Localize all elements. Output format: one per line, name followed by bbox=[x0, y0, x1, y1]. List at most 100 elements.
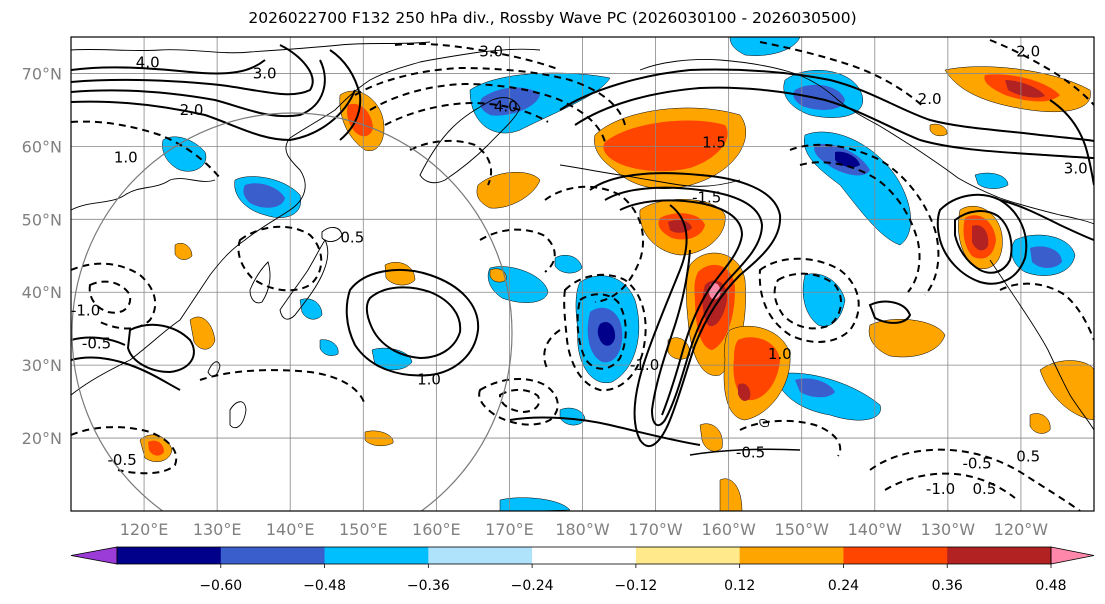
svg-text:-1.0: -1.0 bbox=[926, 480, 955, 498]
svg-text:-1.0: -1.0 bbox=[630, 356, 659, 374]
svg-text:1.0: 1.0 bbox=[417, 371, 441, 389]
coast-japan bbox=[279, 239, 329, 320]
contour-solid-jet-loop-2 bbox=[604, 186, 764, 427]
svg-text:-1.5: -1.5 bbox=[692, 188, 721, 206]
shade-red-ne-pac-deep bbox=[1005, 80, 1045, 98]
colorbar-segment bbox=[947, 547, 1052, 564]
longitude-label: 160°W bbox=[701, 520, 756, 539]
longitude-label: 120°W bbox=[994, 520, 1049, 539]
shade-blue-small-3 bbox=[554, 255, 583, 274]
contour-dashed-east-china-2 bbox=[88, 280, 132, 314]
shade-red-okhotsk-w-core bbox=[347, 103, 373, 137]
svg-text:1.0: 1.0 bbox=[768, 345, 792, 363]
contour-dashed-japan-n bbox=[237, 225, 323, 292]
coast-na-west bbox=[989, 259, 1094, 431]
contour-label: -0.5 bbox=[108, 451, 137, 469]
colorbar-segment bbox=[117, 547, 222, 564]
contour-solid-japan-low-2 bbox=[71, 336, 126, 346]
contour-dashed-central-2 bbox=[576, 293, 627, 370]
contour-solid-west-asia bbox=[71, 356, 181, 391]
svg-text:3.0: 3.0 bbox=[479, 43, 503, 61]
contour-label: -1.0 bbox=[630, 356, 659, 374]
svg-text:3.0: 3.0 bbox=[1064, 159, 1088, 177]
contour-label: 1.0 bbox=[768, 345, 792, 363]
shade-orange-small-6 bbox=[174, 242, 193, 260]
longitude-label: 140°W bbox=[848, 520, 903, 539]
contour-solid-hawaii bbox=[868, 300, 912, 324]
shade-blue-west-coast-core bbox=[1030, 246, 1062, 268]
svg-text:1.0: 1.0 bbox=[114, 148, 138, 166]
colorbar-segment bbox=[843, 547, 948, 564]
contour-label: 4.0 bbox=[494, 97, 518, 115]
longitude-label: 120°E bbox=[120, 520, 169, 539]
contour-solid-ne-pac-low-2 bbox=[954, 210, 1013, 274]
colorbar-tick-label: 0.12 bbox=[724, 578, 755, 594]
contour-dashed-subtrop-w-2 bbox=[498, 388, 541, 414]
shade-orange-small-7 bbox=[929, 123, 948, 137]
longitude-label: 140°E bbox=[266, 520, 315, 539]
contour-solid-ne-coast bbox=[999, 199, 1094, 241]
shade-red-subtrop-deep bbox=[738, 383, 751, 401]
svg-text:-0.5: -0.5 bbox=[82, 334, 111, 352]
shade-red-se-asia-core bbox=[148, 440, 164, 456]
colorbar-segment bbox=[635, 547, 741, 564]
shade-blue-small-4 bbox=[974, 172, 1009, 189]
contour-solid-midpac-high bbox=[345, 269, 480, 377]
shade-red-bering-core bbox=[603, 120, 728, 172]
contour-solid-jet-loop bbox=[589, 172, 782, 448]
reference-great-circle bbox=[71, 112, 513, 511]
map-title: 2026022700 F132 250 hPa div., Rossby Wav… bbox=[248, 9, 857, 27]
colorbar-segment bbox=[324, 547, 429, 564]
colorbar-frame bbox=[116, 546, 1052, 565]
coast-china-inland bbox=[71, 178, 216, 211]
contour-dashed-east-subtrop bbox=[869, 448, 1081, 511]
contour-label: -0.5 bbox=[962, 455, 991, 473]
contour-dashed-central bbox=[563, 273, 647, 392]
contour-label: 4.0 bbox=[136, 54, 160, 72]
map-frame bbox=[70, 36, 1095, 512]
contour-label: 3.0 bbox=[253, 64, 277, 82]
shade-orange-kuril bbox=[476, 171, 541, 209]
contour-label: 0.5 bbox=[340, 229, 364, 247]
contour-solid-midpac-high-2 bbox=[365, 286, 462, 360]
contour-label: 2.0 bbox=[1016, 43, 1040, 61]
graticule bbox=[71, 37, 1094, 511]
colorbar-extend-low bbox=[70, 546, 118, 565]
shade-blue-ne-pac-deep bbox=[835, 151, 860, 168]
contour-solid-jet-loop-3 bbox=[619, 199, 744, 416]
colorbar-tick-label: 0.24 bbox=[828, 578, 859, 594]
longitude-labels: 120°E 130°E 140°E 150°E 160°E 170°E 180°W 170°W… bbox=[120, 520, 1049, 539]
shade-blue-alaska-core bbox=[793, 84, 845, 110]
latitude-label: 20°N bbox=[22, 429, 62, 448]
svg-text:-0.5: -0.5 bbox=[108, 451, 137, 469]
colorbar-tick-label: −0.48 bbox=[303, 578, 346, 594]
shade-blue-arctic bbox=[729, 37, 801, 56]
contour-label: 3.0 bbox=[479, 43, 503, 61]
svg-text:2.0: 2.0 bbox=[918, 90, 942, 108]
longitude-label: 130°E bbox=[193, 520, 242, 539]
svg-text:2.0: 2.0 bbox=[180, 101, 204, 119]
contour-dashed-ne-pac-2 bbox=[799, 161, 921, 293]
colorbar-segment bbox=[428, 547, 533, 564]
shade-blue-central-deep bbox=[597, 321, 616, 346]
colorbar-segment bbox=[739, 547, 844, 564]
contour-label: -1.0 bbox=[71, 301, 100, 319]
contour-label: -1.5 bbox=[692, 188, 721, 206]
shade-orange-midpac-1 bbox=[384, 262, 416, 286]
contour-dashed-dateline bbox=[544, 185, 645, 303]
coast-hawaii bbox=[759, 419, 769, 428]
svg-text:4.0: 4.0 bbox=[136, 54, 160, 72]
svg-text:1.5: 1.5 bbox=[702, 134, 726, 152]
coast-hokkaido bbox=[321, 227, 343, 242]
contour-solid-arctic-4 bbox=[71, 59, 266, 75]
svg-text:0.5: 0.5 bbox=[340, 229, 364, 247]
shade-blue-manchuria-core bbox=[243, 183, 285, 208]
shade-orange-small-1 bbox=[699, 423, 723, 452]
colorbar-tick-label: 0.36 bbox=[932, 578, 963, 594]
coast-philippines bbox=[229, 401, 247, 429]
svg-text:3.0: 3.0 bbox=[253, 64, 277, 82]
contour-dashed-midpac-w bbox=[479, 228, 556, 273]
shade-orange-small-2 bbox=[719, 478, 743, 511]
contour-label: -0.5 bbox=[736, 444, 765, 462]
